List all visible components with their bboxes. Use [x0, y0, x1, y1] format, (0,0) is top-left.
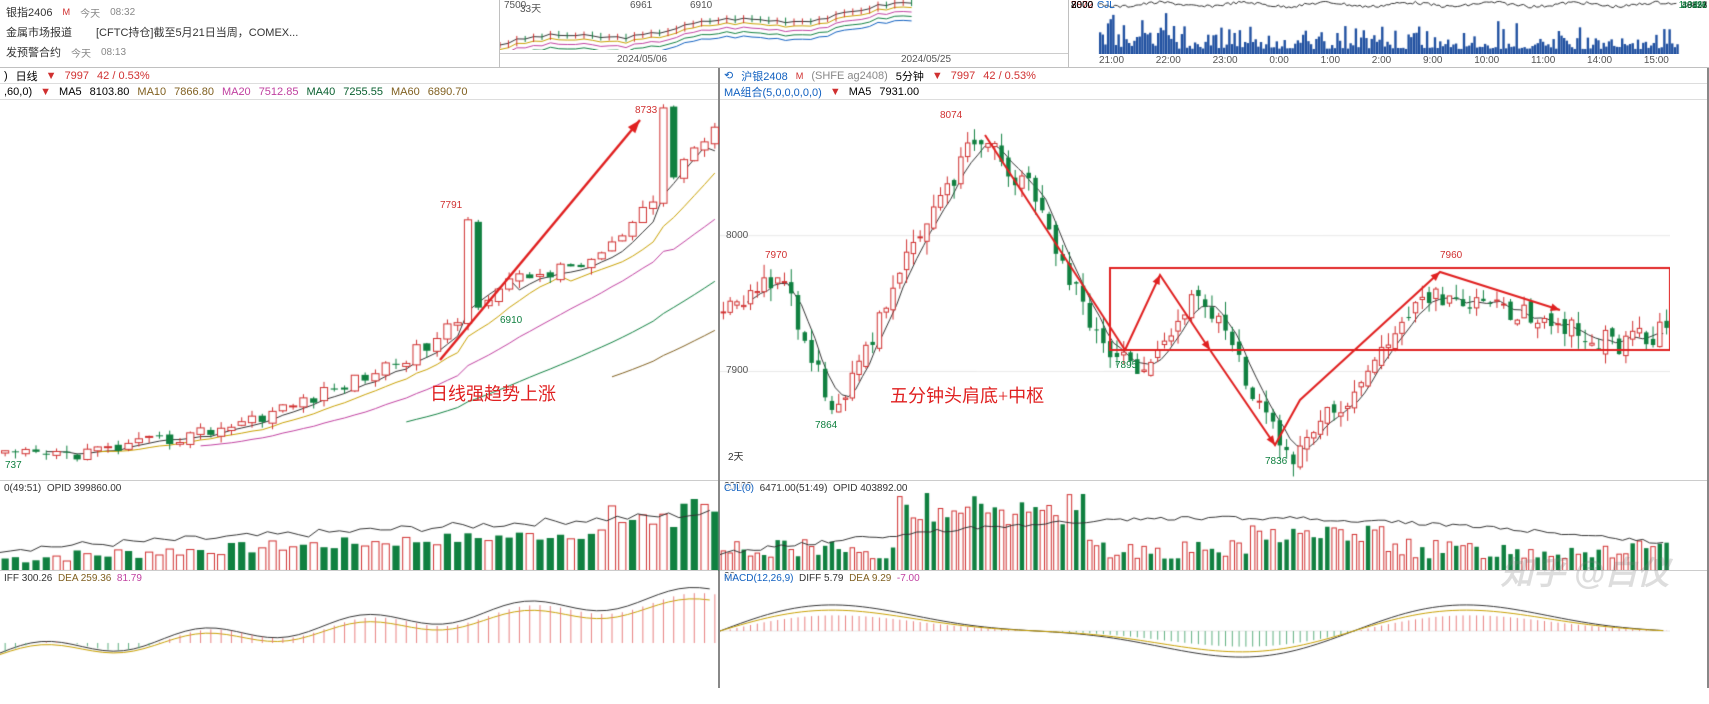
- time-label: 9:00: [1423, 55, 1442, 67]
- rm-diff: 5.79: [824, 573, 843, 584]
- lh2-ma60: 6890.70: [428, 86, 468, 98]
- time-label: 22:00: [1156, 55, 1181, 67]
- time-label: 0:00: [1269, 55, 1288, 67]
- left-header-1: ) 日线 ▼ 7997 42 / 0.53%: [0, 68, 718, 84]
- lh1-suffix: ): [4, 70, 8, 82]
- left-main-chart[interactable]: 873377916910737 日线强趋势上涨: [0, 100, 718, 480]
- alert-label[interactable]: 发预警合约: [6, 44, 61, 60]
- lh1-kline[interactable]: 日线: [16, 68, 38, 84]
- top-strip: 银指2406 M 今天 08:32 金属市场报道 [CFTC持仓]截至5月21日…: [0, 0, 1709, 68]
- mini-date-2: 2024/05/25: [901, 54, 951, 67]
- lm-deal: DEA: [58, 573, 78, 584]
- lh1-arrow[interactable]: ▼: [46, 70, 57, 82]
- news-panel: 银指2406 M 今天 08:32 金属市场报道 [CFTC持仓]截至5月21日…: [0, 0, 500, 67]
- lh2-ma40: 7255.55: [343, 86, 383, 98]
- main-area: ) 日线 ▼ 7997 42 / 0.53% ,60,0) ▼ MA5 8103…: [0, 68, 1709, 688]
- rh2-ma5: 7931.00: [879, 86, 919, 98]
- contract-label[interactable]: 银指2406: [6, 4, 52, 20]
- y-tick: 7900: [726, 365, 748, 376]
- lh2-ma10l: MA10: [137, 86, 166, 98]
- lh2-ma20: 7512.85: [259, 86, 299, 98]
- link-icon[interactable]: ⟲: [724, 69, 733, 82]
- lh2-ma5l: MA5: [59, 86, 82, 98]
- news-time-prefix: 今天: [80, 5, 100, 20]
- rh1-flag: M: [796, 71, 804, 81]
- rh1-code: (SHFE ag2408): [811, 70, 887, 82]
- lv-opidl: OPID: [47, 483, 71, 494]
- rm-deal: DEA: [849, 573, 869, 584]
- lh2-ma10: 7866.80: [174, 86, 214, 98]
- news-title[interactable]: 金属市场报道: [6, 24, 86, 40]
- rv-opid: 403892.00: [860, 483, 907, 494]
- time-label: 14:00: [1587, 55, 1612, 67]
- lv-prefix: 0(49:51): [4, 483, 41, 494]
- rh1-arrow[interactable]: ▼: [932, 70, 943, 82]
- time-label: 11:00: [1531, 55, 1555, 67]
- right-header-1: ⟲ 沪银2408 M (SHFE ag2408) 5分钟 ▼ 7997 42 /…: [720, 68, 1707, 84]
- vs-cjl: CJL: [1097, 0, 1115, 11]
- rm-prefix: MACD(12,26,9): [724, 573, 793, 584]
- right-header-2: MA组合(5,0,0,0,0,0) ▼ MA5 7931.00: [720, 84, 1707, 100]
- lh2-ma40l: MA40: [306, 86, 335, 98]
- lh2-arrow[interactable]: ▼: [40, 86, 51, 98]
- right-pane: ⟲ 沪银2408 M (SHFE ag2408) 5分钟 ▼ 7997 42 /…: [720, 68, 1709, 688]
- lh2-prefix: ,60,0): [4, 86, 32, 98]
- vs-l2: 2000: [1071, 0, 1093, 11]
- left-pane: ) 日线 ▼ 7997 42 / 0.53% ,60,0) ▼ MA5 8103…: [0, 68, 720, 688]
- rh1-tf[interactable]: 5分钟: [896, 68, 924, 84]
- rh1-price: 7997: [951, 70, 975, 82]
- mini-days: 33天: [520, 0, 541, 15]
- mini-low-1: 6961: [630, 0, 652, 11]
- lm-diffl: IFF: [4, 573, 19, 584]
- lh1-price: 7997: [65, 70, 89, 82]
- news-time: 08:32: [110, 7, 135, 18]
- right-vol-chart[interactable]: CJL(0) 6471.00(51:49) OPID 403892.00 600…: [720, 480, 1707, 570]
- rv-val: 6471.00(51:49): [760, 483, 828, 494]
- rm-val: -7.00: [897, 573, 920, 584]
- time-label: 10:00: [1474, 55, 1499, 67]
- news-time-2: 08:13: [101, 47, 126, 58]
- lh1-change: 42 / 0.53%: [97, 70, 150, 82]
- rh1-name[interactable]: 沪银2408: [741, 68, 787, 84]
- vs-r4: 39371: [1682, 0, 1707, 10]
- mini-low-2: 6910: [690, 0, 712, 11]
- lm-val: 81.79: [117, 573, 142, 584]
- left-header-2: ,60,0) ▼ MA5 8103.80 MA10 7866.80 MA20 7…: [0, 84, 718, 100]
- lh2-ma5: 8103.80: [90, 86, 130, 98]
- time-label: 2:00: [1372, 55, 1391, 67]
- y-tick: 8000: [726, 230, 748, 241]
- right-macd-chart[interactable]: MACD(12,26,9) DIFF 5.79 DEA 9.29 -7.00 2…: [720, 570, 1707, 670]
- time-label: 21:00: [1099, 55, 1124, 67]
- news-sub[interactable]: [CFTC持仓]截至5月21日当周，COMEX...: [96, 24, 298, 40]
- time-label: 15:00: [1644, 55, 1669, 67]
- mini-chart[interactable]: 7500 33天 6961 6910 2024/05/06 2024/05/25: [500, 0, 1069, 67]
- contract-flag: M: [62, 7, 70, 17]
- left-vol-chart[interactable]: 0(49:51) OPID 399860.00: [0, 480, 718, 570]
- rh2-prefix[interactable]: MA组合(5,0,0,0,0,0): [724, 84, 822, 100]
- time-label: 1:00: [1321, 55, 1340, 67]
- rm-diffl: DIFF: [799, 573, 821, 584]
- rh2-arrow[interactable]: ▼: [830, 86, 841, 98]
- rv-label: CJL(0): [724, 483, 754, 494]
- lm-diff: 300.26: [22, 573, 53, 584]
- news-time-prefix-2: 今天: [71, 45, 91, 60]
- lv-opid: 399860.00: [74, 483, 121, 494]
- vol-strip[interactable]: 7872 8000 CJL 2000 1.04% 40327 40198 388…: [1069, 0, 1709, 67]
- rv-opidl: OPID: [833, 483, 857, 494]
- rm-dea: 9.29: [872, 573, 891, 584]
- rh2-ma5l: MA5: [849, 86, 872, 98]
- lh2-ma20l: MA20: [222, 86, 251, 98]
- lh2-ma60l: MA60: [391, 86, 420, 98]
- left-macd-chart[interactable]: IFF 300.26 DEA 259.36 81.79: [0, 570, 718, 670]
- right-main-chart[interactable]: 8074797078647895783679602天 80007900 五分钟头…: [720, 100, 1707, 480]
- rh1-change: 42 / 0.53%: [983, 70, 1036, 82]
- mini-date-1: 2024/05/06: [617, 54, 667, 67]
- lm-dea: 259.36: [81, 573, 112, 584]
- time-label: 23:00: [1213, 55, 1238, 67]
